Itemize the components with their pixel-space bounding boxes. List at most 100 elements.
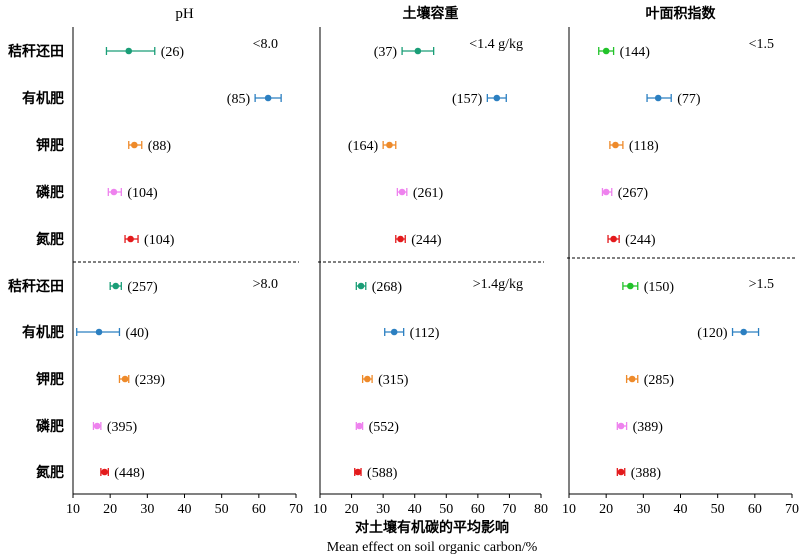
sample-size-label: (104) — [127, 186, 158, 201]
mean-point — [264, 94, 272, 102]
mean-point — [364, 375, 371, 383]
mean-point — [397, 235, 404, 243]
sample-size-label: (388) — [631, 466, 662, 481]
category-label: 氮肥 — [35, 464, 64, 481]
panel-title: 土壤容重 — [403, 5, 459, 22]
x-tick-label: 20 — [103, 502, 117, 517]
mean-point — [617, 468, 625, 476]
category-label: 钾肥 — [36, 137, 64, 154]
x-tick-label: 10 — [66, 502, 80, 517]
x-tick-label: 20 — [345, 502, 359, 517]
group-label: <1.5 — [749, 37, 774, 52]
x-tick-label: 10 — [313, 502, 327, 517]
mean-point — [398, 188, 406, 196]
mean-point — [110, 188, 118, 196]
mean-point — [93, 422, 101, 430]
category-label: 秸秆还田 — [8, 278, 64, 295]
sample-size-label: (37) — [374, 45, 398, 60]
sample-size-label: (315) — [378, 373, 409, 388]
sample-size-label: (261) — [413, 186, 444, 201]
sample-size-label: (85) — [227, 92, 251, 107]
mean-point — [127, 235, 134, 243]
group-label: >1.4g/kg — [473, 277, 523, 292]
x-tick-label: 40 — [674, 502, 688, 517]
category-label: 有机肥 — [22, 90, 64, 107]
group-label: >8.0 — [253, 277, 278, 292]
sample-size-label: (244) — [411, 233, 442, 248]
mean-point — [628, 375, 636, 383]
sample-size-label: (268) — [372, 280, 403, 295]
mean-point — [627, 282, 634, 290]
category-label: 磷肥 — [36, 418, 64, 435]
x-tick-label: 50 — [439, 502, 453, 517]
sample-size-label: (157) — [452, 92, 483, 107]
group-label: >1.5 — [749, 277, 774, 292]
mean-point — [602, 188, 610, 196]
mean-point — [390, 328, 398, 336]
mean-point — [112, 282, 120, 290]
sample-size-label: (267) — [618, 186, 649, 201]
sample-size-label: (257) — [127, 280, 158, 295]
x-tick-label: 30 — [636, 502, 650, 517]
mean-point — [386, 141, 393, 149]
x-tick-label: 50 — [215, 502, 229, 517]
mean-point — [357, 282, 365, 290]
mean-point — [617, 422, 625, 430]
x-tick-label: 70 — [502, 502, 516, 517]
sample-size-label: (389) — [633, 420, 664, 435]
sample-size-label: (77) — [677, 92, 701, 107]
x-axis-title-cn: 对土壤有机碳的平均影响 — [355, 519, 509, 536]
mean-point — [354, 468, 362, 476]
sample-size-label: (118) — [629, 139, 659, 154]
category-label: 秸秆还田 — [8, 43, 64, 60]
mean-point — [356, 422, 363, 430]
group-label: <1.4 g/kg — [469, 37, 523, 52]
x-tick-label: 70 — [289, 502, 303, 517]
x-tick-label: 30 — [140, 502, 154, 517]
sample-size-label: (239) — [135, 373, 166, 388]
x-tick-label: 30 — [376, 502, 390, 517]
sample-size-label: (285) — [644, 373, 675, 388]
mean-point — [121, 375, 129, 383]
mean-point — [101, 468, 108, 476]
panel-title: pH — [175, 6, 194, 22]
sample-size-label: (244) — [625, 233, 656, 248]
sample-size-label: (448) — [114, 466, 145, 481]
sample-size-label: (164) — [348, 139, 379, 154]
mean-point — [131, 141, 138, 149]
mean-point — [612, 141, 619, 149]
mean-point — [610, 235, 617, 243]
sample-size-label: (144) — [620, 45, 651, 60]
mean-point — [654, 94, 662, 102]
sample-size-label: (120) — [697, 326, 728, 341]
x-tick-label: 70 — [785, 502, 799, 517]
category-label: 钾肥 — [36, 371, 64, 388]
sample-size-label: (26) — [161, 45, 185, 60]
sample-size-label: (40) — [125, 326, 149, 341]
sample-size-label: (112) — [410, 326, 440, 341]
mean-point — [602, 47, 610, 55]
x-tick-label: 60 — [471, 502, 485, 517]
mean-point — [125, 47, 133, 55]
category-label: 氮肥 — [35, 231, 64, 248]
x-tick-label: 20 — [599, 502, 613, 517]
sample-size-label: (395) — [107, 420, 138, 435]
panel-2: 土壤容重 10 20 30 40 50 60 70 80 <1.4 g/kg (37) (157) (1… — [313, 5, 548, 517]
sample-size-label: (150) — [644, 280, 675, 295]
sample-size-label: (104) — [144, 233, 175, 248]
mean-point — [740, 328, 747, 336]
mean-point — [493, 94, 501, 102]
sample-size-label: (88) — [148, 139, 172, 154]
panel-1: pH 10 20 30 40 50 60 70 <8.0 (26) (85) (88) (104) (10… — [66, 6, 303, 517]
x-tick-label: 50 — [711, 502, 725, 517]
category-label: 有机肥 — [22, 324, 64, 341]
group-label: <8.0 — [253, 37, 278, 52]
x-tick-label: 40 — [178, 502, 192, 517]
x-tick-label: 60 — [252, 502, 266, 517]
x-tick-label: 80 — [534, 502, 548, 517]
panel-title: 叶面积指数 — [646, 5, 717, 22]
x-tick-label: 60 — [748, 502, 762, 517]
panels: pH 10 20 30 40 50 60 70 <8.0 (26) (85) (88) (104) (10… — [66, 5, 799, 517]
